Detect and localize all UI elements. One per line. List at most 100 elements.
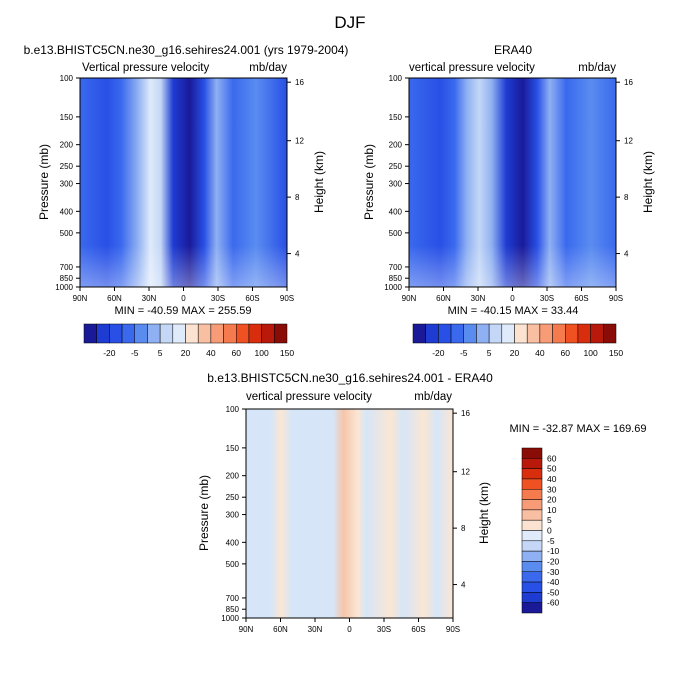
lat-tick-label: 30S bbox=[211, 294, 225, 303]
colorbar-label: 30 bbox=[547, 484, 557, 494]
height-tick-label: 8 bbox=[461, 524, 466, 533]
pressure-tick-label: 200 bbox=[226, 472, 240, 481]
pressure-tick-label: 100 bbox=[60, 74, 74, 83]
colorbar-swatch bbox=[521, 489, 543, 500]
lat-tick-label: 60N bbox=[107, 294, 122, 303]
colorbar-swatch bbox=[425, 323, 439, 344]
colorbar-swatch bbox=[476, 323, 490, 344]
panel-obs-colorbar: -20 -5 5 20 40 60 100 150 bbox=[412, 323, 623, 358]
colorbar-swatch bbox=[521, 571, 543, 583]
pressure-tick-label: 850 bbox=[389, 274, 403, 283]
colorbar-swatch bbox=[223, 323, 237, 344]
panel-diff-title: b.e13.BHISTC5CN.ne30_g16.sehires24.001 -… bbox=[207, 371, 493, 385]
colorbar-label: -5 bbox=[131, 348, 139, 358]
height-tick-label: 16 bbox=[461, 409, 470, 418]
colorbar-label: 5 bbox=[158, 348, 163, 358]
colorbar-swatch bbox=[521, 509, 543, 521]
colorbar-label: 50 bbox=[547, 464, 557, 474]
panel-obs: ERA40 vertical pressure velocity mb/day … bbox=[362, 43, 655, 358]
colorbar-label: 150 bbox=[280, 348, 294, 358]
colorbar-swatch bbox=[159, 323, 174, 344]
colorbar-label: 60 bbox=[232, 348, 242, 358]
panel-diff-plot-area bbox=[246, 409, 453, 618]
colorbar-label: -5 bbox=[547, 536, 555, 546]
panel-diff-ylabel-right: Height (km) bbox=[477, 482, 491, 544]
panel-obs-lat-ticks: 90N 60N 30N 0 30S 60S 90S bbox=[402, 287, 623, 303]
colorbar-swatch bbox=[521, 561, 543, 572]
panel-model-colorbar: -20 -5 5 20 40 60 100 150 bbox=[83, 323, 294, 358]
colorbar-swatch bbox=[521, 478, 543, 490]
colorbar-swatch bbox=[261, 323, 275, 344]
pressure-tick-label: 250 bbox=[226, 493, 240, 502]
panel-model-lat-ticks: 90N 60N 30N 0 30S 60S 90S bbox=[73, 287, 294, 303]
lat-tick-label: 30N bbox=[308, 625, 323, 634]
colorbar-swatch bbox=[134, 323, 148, 344]
panel-obs-surface-shade bbox=[409, 78, 616, 287]
colorbar-swatch bbox=[501, 323, 515, 344]
colorbar-swatch bbox=[438, 323, 452, 344]
pressure-tick-label: 300 bbox=[226, 511, 240, 520]
colorbar-label: 20 bbox=[181, 348, 191, 358]
colorbar-swatch bbox=[109, 323, 123, 344]
colorbar-swatch bbox=[521, 458, 543, 469]
panel-obs-left-label: vertical pressure velocity bbox=[409, 62, 535, 74]
panel-model-left-label: Vertical pressure velocity bbox=[82, 62, 209, 74]
lat-tick-label: 0 bbox=[510, 294, 515, 303]
pressure-tick-label: 700 bbox=[60, 263, 74, 272]
pressure-tick-label: 500 bbox=[60, 229, 74, 238]
panel-model-ylabel: Pressure (mb) bbox=[37, 144, 51, 220]
colorbar-swatch bbox=[96, 323, 110, 344]
pressure-tick-label: 100 bbox=[389, 74, 403, 83]
colorbar-label: -10 bbox=[547, 546, 560, 556]
colorbar-swatch bbox=[514, 323, 528, 344]
colorbar-swatch bbox=[172, 323, 186, 344]
lat-tick-label: 90S bbox=[280, 294, 294, 303]
panel-diff-stats: MIN = -32.87 MAX = 169.69 bbox=[510, 423, 647, 435]
colorbar-swatch bbox=[526, 323, 541, 344]
pressure-tick-label: 400 bbox=[226, 538, 240, 547]
colorbar-swatch bbox=[248, 323, 262, 344]
lat-tick-label: 60S bbox=[245, 294, 259, 303]
colorbar-swatch bbox=[565, 323, 579, 344]
panel-obs-height-ticks: 16 12 8 4 bbox=[616, 78, 633, 259]
lat-tick-label: 30N bbox=[142, 294, 157, 303]
colorbar-swatch bbox=[590, 323, 604, 344]
colorbar-swatch bbox=[539, 323, 553, 344]
colorbar-label: 100 bbox=[255, 348, 269, 358]
panel-model-surface-shade bbox=[80, 78, 287, 287]
colorbar-label: 100 bbox=[584, 348, 598, 358]
panel-obs-ylabel-right: Height (km) bbox=[641, 151, 655, 213]
pressure-tick-label: 200 bbox=[389, 141, 403, 150]
colorbar-label: -50 bbox=[547, 587, 560, 597]
panel-diff-unit: mb/day bbox=[414, 391, 452, 403]
height-tick-label: 12 bbox=[624, 137, 633, 146]
pressure-tick-label: 300 bbox=[60, 180, 74, 189]
height-tick-label: 12 bbox=[461, 468, 470, 477]
lat-tick-label: 60S bbox=[411, 625, 425, 634]
colorbar-label: 20 bbox=[547, 495, 557, 505]
colorbar-label: 40 bbox=[535, 348, 545, 358]
pressure-tick-label: 400 bbox=[389, 207, 403, 216]
lat-tick-label: 90N bbox=[73, 294, 88, 303]
height-tick-label: 16 bbox=[624, 78, 633, 87]
colorbar-swatch bbox=[552, 323, 566, 344]
pressure-tick-label: 1000 bbox=[55, 283, 73, 292]
colorbar-swatch bbox=[210, 323, 224, 344]
colorbar-swatch bbox=[463, 323, 477, 344]
colorbar-swatch bbox=[603, 323, 617, 344]
pressure-tick-label: 1000 bbox=[384, 283, 402, 292]
figure-title: DJF bbox=[334, 13, 365, 32]
colorbar-swatch bbox=[521, 530, 543, 542]
lat-tick-label: 60S bbox=[574, 294, 588, 303]
panel-model-stats: MIN = -40.59 MAX = 255.59 bbox=[115, 305, 252, 317]
lat-tick-label: 90S bbox=[609, 294, 623, 303]
lat-tick-label: 0 bbox=[347, 625, 352, 634]
pressure-tick-label: 850 bbox=[60, 274, 74, 283]
panel-obs-ylabel: Pressure (mb) bbox=[362, 144, 376, 220]
colorbar-swatch bbox=[147, 323, 161, 344]
